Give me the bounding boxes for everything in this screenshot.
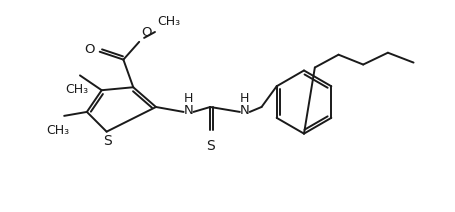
Text: H: H — [240, 92, 249, 105]
Text: O: O — [141, 26, 152, 39]
Text: CH₃: CH₃ — [157, 15, 180, 28]
Text: N: N — [183, 105, 193, 117]
Text: H: H — [183, 92, 193, 105]
Text: CH₃: CH₃ — [66, 83, 88, 96]
Text: O: O — [84, 43, 95, 56]
Text: S: S — [205, 139, 214, 153]
Text: S: S — [103, 134, 112, 148]
Text: CH₃: CH₃ — [46, 124, 70, 137]
Text: N: N — [239, 105, 249, 117]
